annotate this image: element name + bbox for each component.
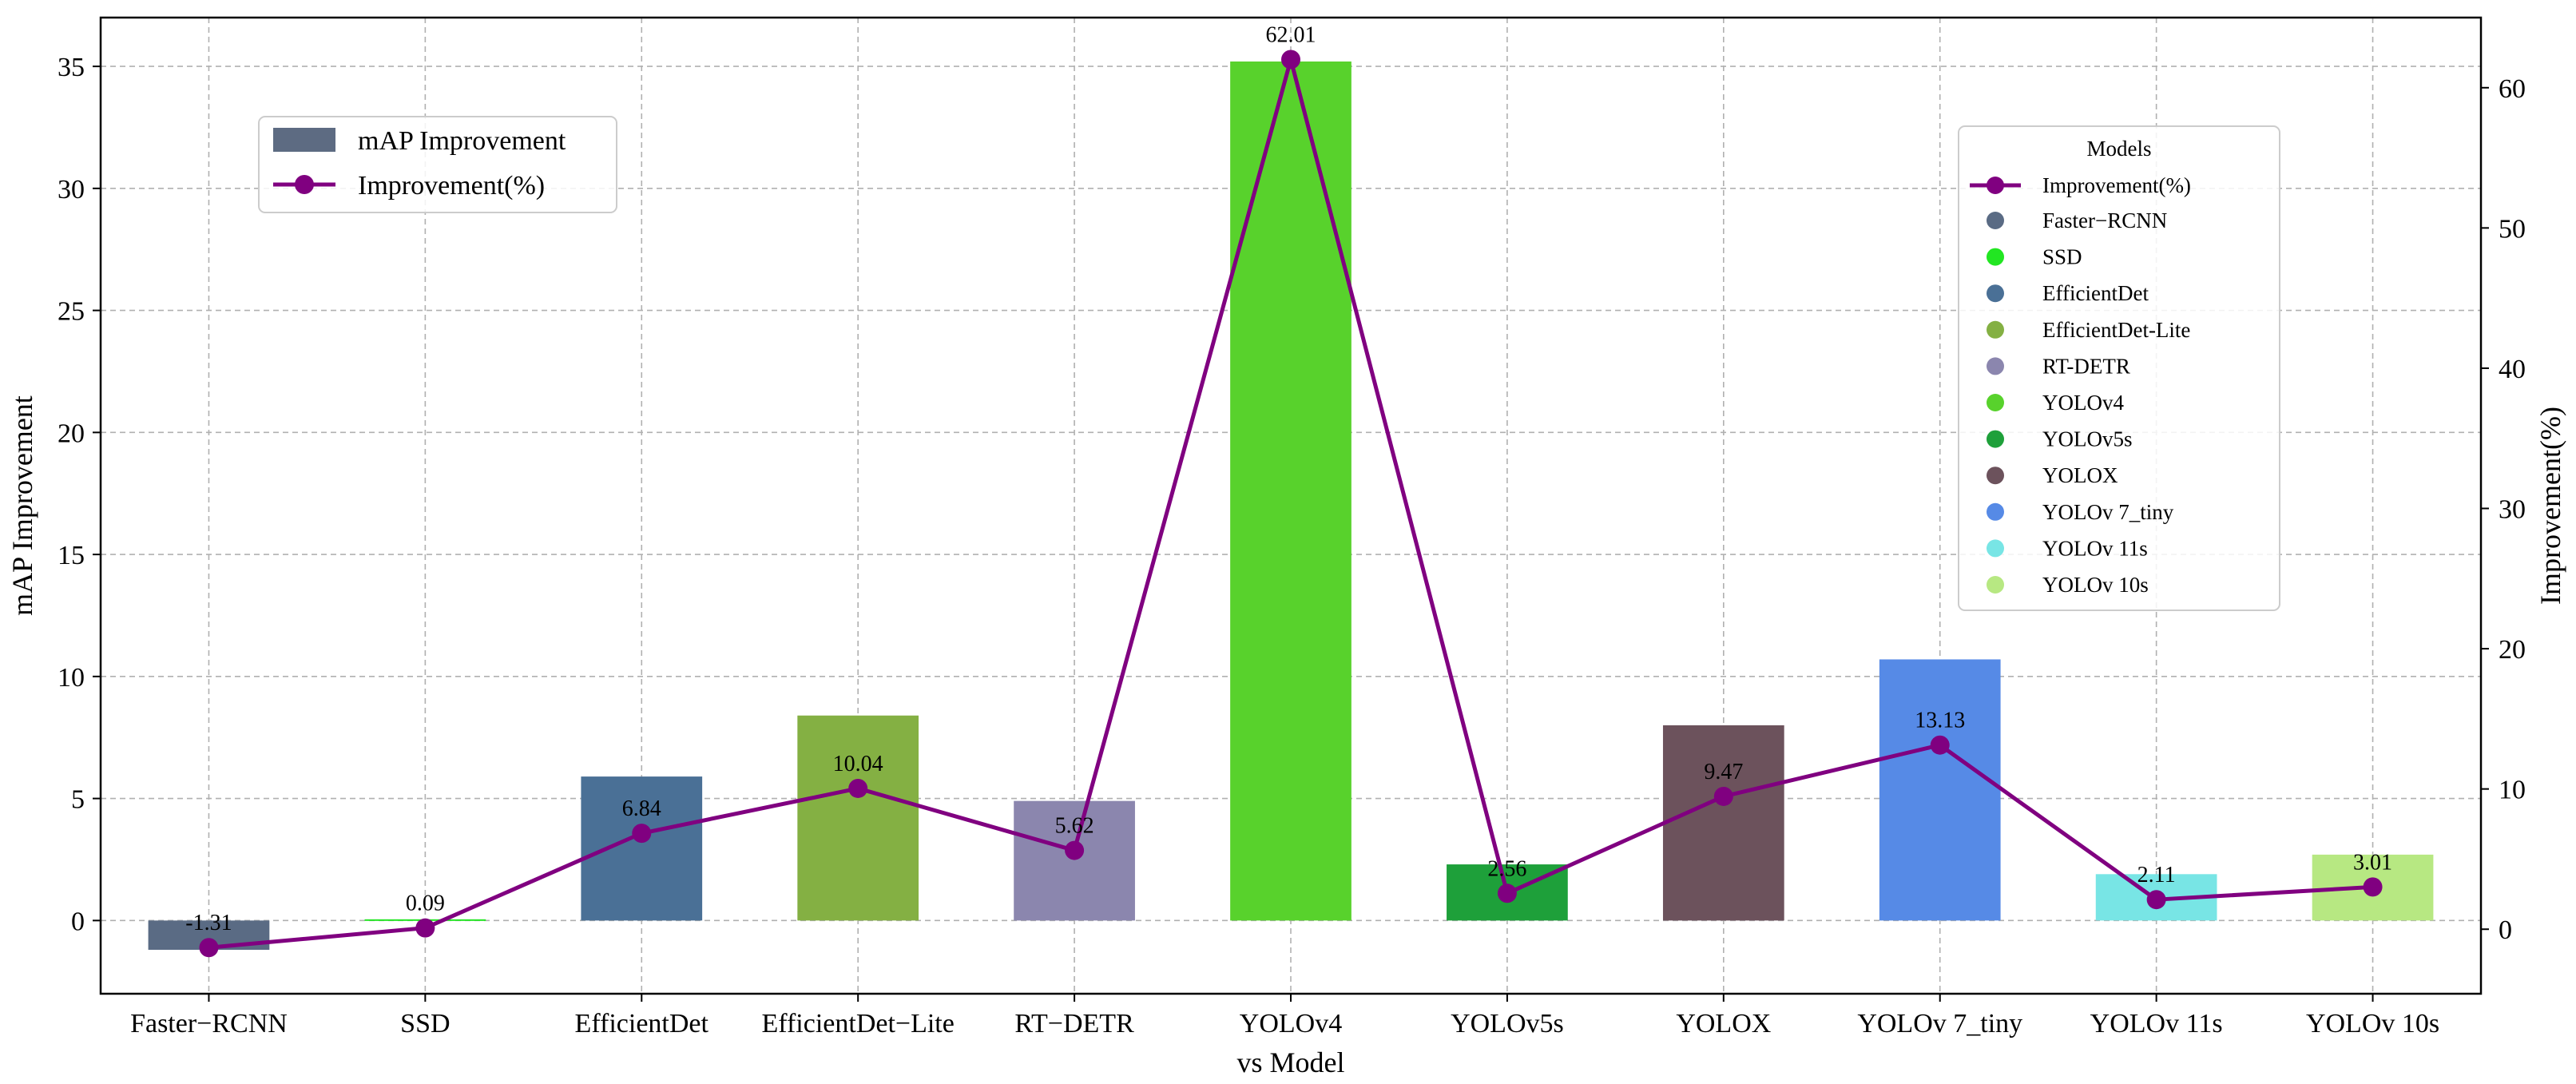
y-axis-left-label: mAP Improvement xyxy=(6,395,38,616)
data-label: 2.56 xyxy=(1487,856,1526,881)
y-left-tick-label: 0 xyxy=(71,907,85,936)
legend-models-line-marker xyxy=(1987,177,2004,194)
line-point xyxy=(848,778,868,798)
legend-models-box xyxy=(1958,125,2280,611)
y-axis-right-label: Improvement(%) xyxy=(2534,407,2566,605)
x-tick-label: YOLOv4 xyxy=(1240,1009,1342,1038)
legend-main-line-label: Improvement(%) xyxy=(358,171,545,201)
bar xyxy=(1879,659,2001,921)
legend-model-label: YOLOv5s xyxy=(2042,427,2133,451)
data-label: 0.09 xyxy=(406,891,445,916)
x-tick-label: YOLOv5s xyxy=(1451,1009,1564,1038)
line-point xyxy=(1713,786,1733,806)
x-tick-label: RT−DETR xyxy=(1014,1009,1134,1038)
legend-model-label: SSD xyxy=(2042,245,2082,269)
line-point xyxy=(1930,735,1950,755)
x-axis-label: vs Model xyxy=(1237,1046,1345,1078)
y-left-tick-label: 30 xyxy=(58,175,85,204)
y-right-tick-label: 0 xyxy=(2499,915,2512,945)
y-left-tick-label: 15 xyxy=(58,541,85,570)
x-tick-label: EfficientDet xyxy=(575,1009,709,1038)
bar xyxy=(581,776,703,921)
y-right-tick-label: 30 xyxy=(2499,495,2526,525)
legend-model-label: EfficientDet-Lite xyxy=(2042,318,2190,342)
data-labels-layer: -1.31 0.09 6.84 10.04 5.62 62.01 2.56 9.47 13.13… xyxy=(185,22,2392,935)
x-tick-label: YOLOv 10s xyxy=(2306,1009,2439,1038)
data-label: 2.11 xyxy=(2137,863,2176,887)
legend-model-marker xyxy=(1987,467,2004,485)
y-right-tick-label: 40 xyxy=(2499,355,2526,384)
y-right-tick-label: 60 xyxy=(2499,74,2526,104)
legend-bar-swatch xyxy=(273,128,335,152)
legend-model-label: EfficientDet xyxy=(2042,281,2149,305)
line-point xyxy=(1065,840,1085,860)
legend-model-label: YOLOv4 xyxy=(2042,391,2124,415)
legend-main-bar-label: mAP Improvement xyxy=(358,126,566,156)
bar xyxy=(1014,800,1135,921)
data-label: 3.01 xyxy=(2353,850,2392,875)
legend-model-marker xyxy=(1987,248,2004,266)
data-label: 13.13 xyxy=(1915,709,1965,733)
data-label: 62.01 xyxy=(1266,22,1316,47)
x-tick-label: SSD xyxy=(400,1009,450,1038)
line-point xyxy=(632,824,652,844)
data-label: -1.31 xyxy=(185,911,232,935)
legend-models-items: Faster−RCNN SSD EfficientDet EfficientDet-L… xyxy=(1987,208,2190,597)
legend-models: Models Improvement(%) Faster−RCNN SSD Effi… xyxy=(1958,125,2280,611)
legend-models-title: Models xyxy=(2087,137,2152,161)
legend-main-box xyxy=(258,116,617,213)
legend-model-label: RT-DETR xyxy=(2042,354,2130,378)
legend-line-marker xyxy=(295,175,314,194)
line-point xyxy=(2146,890,2166,910)
legend-model-marker xyxy=(1987,284,2004,303)
y-left-tick-label: 35 xyxy=(58,53,85,82)
x-tick-label: YOLOv 7_tiny xyxy=(1857,1009,2022,1038)
legend-model-marker xyxy=(1987,212,2004,229)
x-tick-label: YOLOv 11s xyxy=(2090,1009,2223,1038)
legend-model-marker xyxy=(1987,576,2004,594)
legend-model-label: Faster−RCNN xyxy=(2042,208,2167,232)
line-point xyxy=(199,938,219,958)
x-tick-label: EfficientDet−Lite xyxy=(762,1009,955,1038)
x-tick-label: Faster−RCNN xyxy=(130,1009,288,1038)
bar xyxy=(1662,725,1784,921)
legend-models-line-label: Improvement(%) xyxy=(2042,173,2191,197)
legend-model-marker xyxy=(1987,357,2004,375)
legend-model-marker xyxy=(1987,430,2004,448)
legend-model-marker xyxy=(1987,539,2004,558)
legend-model-label: YOLOv 7_tiny xyxy=(2042,500,2174,524)
legend-model-marker xyxy=(1987,394,2004,411)
y-left-tick-label: 25 xyxy=(58,297,85,327)
y-right-tick-label: 20 xyxy=(2499,635,2526,665)
y-left-tick-label: 10 xyxy=(58,663,85,693)
ticks-layer: 0 5 10 15 20 25 30 35 0 10 20 30 40 50 60 Faster−RCNN SS… xyxy=(58,53,2526,1038)
legend-main: mAP Improvement Improvement(%) xyxy=(258,116,617,213)
legend-model-label: YOLOv 10s xyxy=(2042,573,2149,597)
bar xyxy=(1230,61,1352,921)
y-right-tick-label: 50 xyxy=(2499,214,2526,244)
data-label: 10.04 xyxy=(833,752,883,776)
y-left-tick-label: 20 xyxy=(58,419,85,448)
line-point xyxy=(1497,883,1517,903)
line-layer xyxy=(199,50,2383,958)
data-label: 5.62 xyxy=(1055,814,1094,839)
y-left-tick-label: 5 xyxy=(71,785,85,815)
legend-model-marker xyxy=(1987,320,2004,339)
line-point xyxy=(1281,50,1300,69)
legend-model-label: YOLOX xyxy=(2042,463,2118,487)
legend-model-marker xyxy=(1987,502,2004,521)
line-point xyxy=(415,918,435,938)
bar xyxy=(797,715,919,921)
x-tick-label: YOLOX xyxy=(1676,1009,1771,1038)
data-label: 9.47 xyxy=(1704,760,1743,784)
legend-model-label: YOLOv 11s xyxy=(2042,536,2148,560)
y-right-tick-label: 10 xyxy=(2499,776,2526,805)
line-point xyxy=(2363,877,2383,897)
data-label: 6.84 xyxy=(622,796,661,821)
